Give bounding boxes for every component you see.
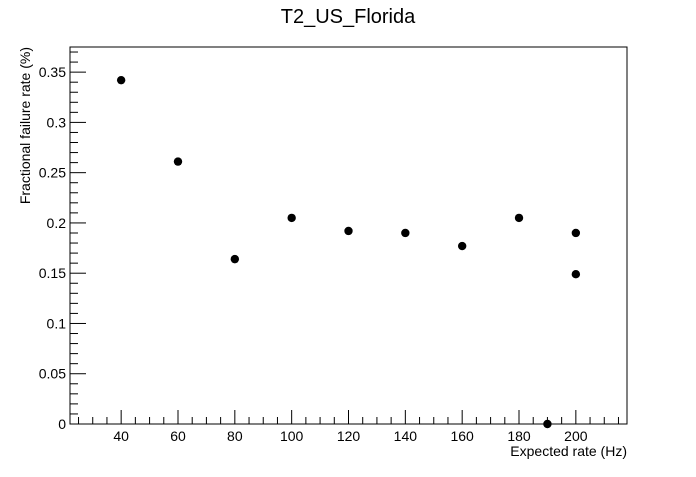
data-point [543, 419, 552, 429]
y-tick-label: 0.35 [39, 64, 66, 80]
data-point [571, 228, 581, 238]
data-point [287, 213, 296, 223]
x-axis-label: Expected rate (Hz) [510, 443, 627, 459]
plot-frame [69, 46, 628, 425]
y-tick-label: 0.3 [47, 114, 67, 130]
x-tick-label: 180 [507, 428, 531, 444]
y-tick-label: 0.2 [47, 215, 67, 231]
chart-title: T2_US_Florida [281, 6, 416, 28]
x-tick-label: 160 [450, 428, 474, 444]
y-axis-label: Fractional failure rate (%) [17, 47, 33, 204]
y-tick-label: 0.1 [47, 315, 67, 331]
data-point [116, 75, 126, 85]
data-point [401, 228, 410, 238]
x-tick-label: 200 [564, 428, 588, 444]
x-axis: 40 60 80 100 120 140 160 180 200 [78, 410, 619, 444]
y-axis: 0 0.05 0.1 0.15 0.2 0.25 0.3 0.35 [39, 51, 86, 432]
y-tick-label: 0 [58, 416, 66, 432]
x-tick-label: 100 [280, 428, 304, 444]
data-point [514, 213, 524, 223]
y-tick-label: 0.05 [39, 366, 66, 382]
data-point [344, 226, 353, 236]
data-point [571, 270, 581, 279]
x-tick-label: 120 [337, 428, 361, 444]
data-points [116, 75, 581, 429]
data-point [173, 157, 183, 166]
x-tick-label: 60 [170, 428, 186, 444]
y-tick-label: 0.15 [39, 265, 66, 281]
data-point [457, 241, 467, 251]
y-tick-label: 0.25 [39, 165, 66, 181]
data-point [230, 254, 240, 264]
x-tick-label: 140 [394, 428, 418, 444]
x-tick-label: 40 [113, 428, 129, 444]
x-tick-label: 80 [227, 428, 243, 444]
